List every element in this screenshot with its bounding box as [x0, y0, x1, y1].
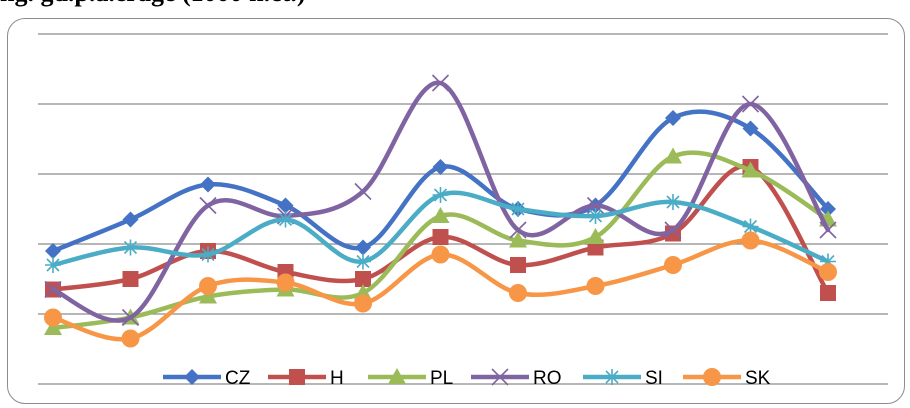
data-point-ro [509, 221, 527, 239]
data-point-cz [200, 176, 216, 193]
legend-item-pl: PL [368, 368, 453, 389]
chart-title-fragment: ng. gd.p.a.erage (1000 h.ct.) [0, 0, 305, 10]
data-point-ro [431, 74, 450, 92]
data-point-pl [664, 147, 682, 164]
legend-item-ro: RO [471, 368, 562, 389]
data-point-sk [276, 273, 295, 292]
data-point-ro [121, 308, 140, 327]
data-point-ro [354, 182, 372, 201]
data-point-sk [199, 277, 217, 295]
gridlines [38, 33, 888, 385]
data-point-sk [819, 263, 837, 281]
data-point-sk [354, 294, 372, 313]
series-lines [44, 74, 837, 348]
data-point-pl [741, 161, 760, 178]
data-point-cz [277, 197, 294, 214]
data-point-sk [664, 256, 682, 274]
legend-label-ro: RO [533, 368, 562, 389]
data-point-sk [509, 284, 527, 302]
data-point-h [510, 257, 526, 273]
data-point-h [122, 271, 139, 287]
data-point-si [587, 208, 604, 224]
series-sk [44, 231, 837, 348]
legend-marker-cz [184, 369, 200, 385]
data-point-sk [431, 245, 450, 264]
data-point-si [820, 253, 836, 270]
data-point-ro [664, 221, 682, 239]
data-point-ro [741, 95, 760, 113]
data-point-ro [819, 221, 837, 239]
legend-label-pl: PL [430, 368, 453, 389]
data-point-pl [44, 319, 62, 335]
data-point-pl [509, 231, 527, 248]
series-si [45, 187, 836, 273]
legend-label-h: H [330, 368, 344, 389]
data-point-si [45, 257, 61, 273]
series-line-h [50, 163, 831, 296]
legend-marker-pl [388, 368, 406, 384]
data-point-si [510, 201, 526, 217]
series-line-ro [50, 80, 831, 323]
data-point-pl [586, 228, 605, 244]
legend-item-cz: CZ [163, 368, 251, 389]
data-point-cz [122, 211, 139, 228]
data-point-cz [355, 239, 371, 256]
legend-label-cz: CZ [225, 368, 251, 389]
data-point-sk [44, 308, 62, 327]
data-point-si [122, 239, 139, 256]
legend-label-si: SI [645, 368, 663, 389]
data-point-sk [121, 329, 140, 348]
legend: CZ H PL RO SI SK [163, 368, 771, 389]
line-chart: CZ H PL RO SI SK [38, 33, 888, 389]
data-point-sk [741, 231, 760, 250]
data-point-cz [820, 201, 836, 217]
legend-item-si: SI [583, 368, 663, 389]
legend-marker-ro [491, 368, 509, 386]
data-point-si [355, 253, 371, 270]
series-h [45, 159, 836, 301]
legend-item-h: H [268, 368, 344, 389]
data-point-si [432, 187, 449, 203]
data-point-cz [432, 159, 449, 175]
data-point-ro [44, 280, 62, 299]
legend-marker-sk [703, 368, 721, 386]
data-point-h [355, 271, 371, 287]
legend-marker-h [289, 369, 305, 385]
data-point-ro [199, 196, 217, 215]
data-point-cz [45, 243, 61, 259]
data-point-si [665, 194, 681, 210]
data-point-h [432, 229, 449, 245]
legend-label-sk: SK [745, 368, 771, 389]
data-point-si [742, 218, 759, 235]
data-point-cz [742, 120, 759, 137]
chart-frame: CZ H PL RO SI SK [7, 18, 905, 404]
data-point-sk [586, 277, 605, 295]
series-ro [44, 74, 837, 327]
legend-item-sk: SK [683, 368, 771, 389]
data-point-pl [431, 207, 450, 223]
data-point-si [200, 246, 216, 263]
legend-marker-si [604, 369, 620, 385]
data-point-cz [665, 110, 681, 126]
data-point-h [820, 285, 836, 301]
data-point-pl [199, 287, 217, 304]
data-point-si [277, 211, 294, 228]
